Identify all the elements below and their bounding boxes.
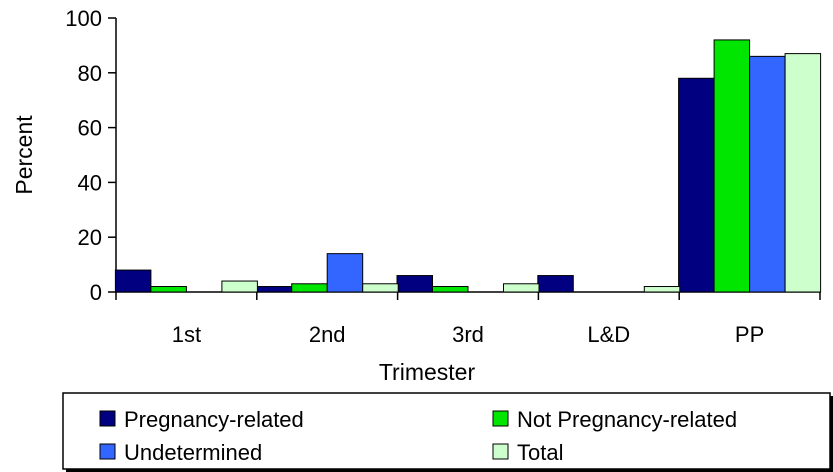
legend-label: Not Pregnancy-related <box>517 407 737 432</box>
legend-label: Total <box>517 440 563 465</box>
legend-box <box>62 392 831 470</box>
bar <box>150 286 187 293</box>
y-tick-label: 80 <box>78 61 102 86</box>
bar <box>326 253 364 293</box>
legend-swatch <box>99 410 116 427</box>
bar <box>114 269 152 293</box>
bar <box>291 283 328 293</box>
legend: Pregnancy-related Not Pregnancy-related Un… <box>62 392 833 472</box>
x-category-label: PP <box>735 322 764 347</box>
y-tick-label: 60 <box>78 116 102 141</box>
bar <box>643 286 681 293</box>
bar <box>503 283 540 293</box>
bar <box>749 55 786 293</box>
bar <box>396 275 433 293</box>
x-axis-title: Trimester <box>379 359 476 385</box>
legend-swatch <box>492 410 509 427</box>
bar <box>432 286 469 293</box>
legend-items: Pregnancy-related Not Pregnancy-related Un… <box>99 407 737 465</box>
y-tick-label: 20 <box>78 225 102 250</box>
x-category-label: 1st <box>172 322 201 347</box>
bar <box>221 280 258 293</box>
y-tick-label: 40 <box>78 170 102 195</box>
x-category-label: L&D <box>587 322 630 347</box>
legend-swatch <box>492 443 509 460</box>
bar <box>255 286 293 293</box>
x-axis-labels: 1st 2nd 3rd L&D PP <box>115 292 821 347</box>
bar <box>678 77 715 293</box>
legend-label: Undetermined <box>124 440 262 465</box>
y-tick-label: 100 <box>65 6 102 31</box>
y-axis-ticks: 0 20 40 60 80 100 <box>65 6 116 305</box>
bar <box>713 39 751 293</box>
y-tick-label: 0 <box>90 280 102 305</box>
legend-swatch <box>99 443 116 460</box>
y-axis-title: Percent <box>11 115 37 195</box>
bar <box>362 283 399 293</box>
x-category-label: 3rd <box>452 322 484 347</box>
bars <box>114 39 822 293</box>
bar <box>784 53 822 293</box>
x-category-label: 2nd <box>309 322 346 347</box>
legend-label: Pregnancy-related <box>124 407 304 432</box>
bar <box>537 275 574 293</box>
